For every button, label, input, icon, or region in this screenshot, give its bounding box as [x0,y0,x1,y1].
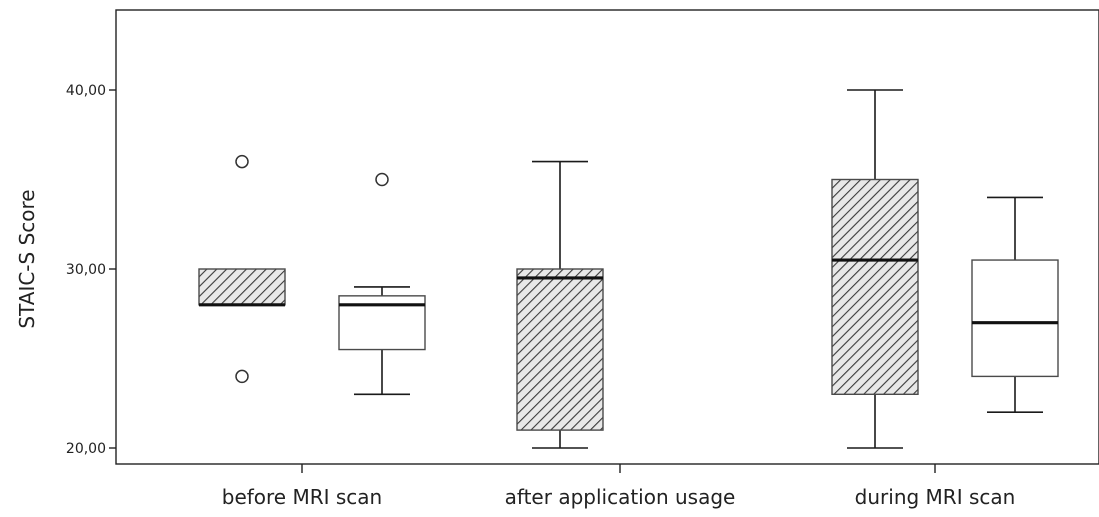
y-tick-label: 40,00 [66,83,106,99]
x-tick-label: during MRI scan [855,485,1016,509]
y-axis: 20,00 30,00 40,00 [66,83,116,457]
plot-area-frame [115,9,1099,465]
box-plot-hatched [198,154,286,384]
box-iqr [516,268,604,431]
box-iqr [198,268,286,306]
x-axis: before MRI scan after application usage du… [222,464,1016,509]
x-tick-label: before MRI scan [222,485,382,509]
box-iqr [831,178,919,396]
plot-frame [115,9,1099,465]
box-plot-hatched [831,89,919,449]
outlier-point [235,369,249,384]
box-plot-hatched [516,160,604,449]
box-plot-plain [971,196,1059,414]
x-tick-label: after application usage [505,485,736,509]
outlier-point [375,172,389,187]
box-plot-plain [338,172,426,396]
box-iqr [971,259,1059,378]
y-tick-label: 30,00 [66,262,106,278]
box-plots [198,89,1059,449]
y-tick-label: 20,00 [66,441,106,457]
y-axis-title: STAIC-S Score [15,189,39,328]
outlier-point [235,154,249,169]
